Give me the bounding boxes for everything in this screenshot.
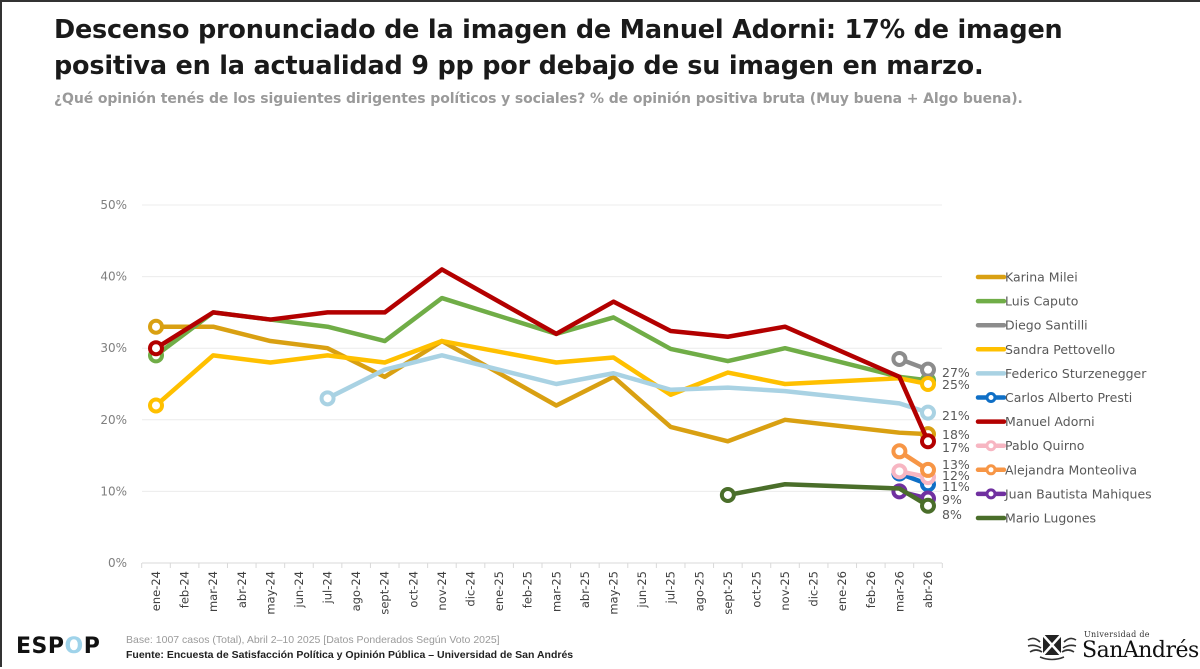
data-point-marker — [922, 407, 934, 419]
x-tick-label: abr-25 — [578, 571, 592, 608]
x-tick-label: feb-24 — [178, 571, 192, 608]
x-tick-label: ene-24 — [149, 571, 163, 611]
legend-label: Pablo Quirno — [1005, 438, 1084, 453]
end-value-label: 17% — [942, 440, 970, 455]
series-lines — [150, 269, 934, 511]
x-tick-label: oct-24 — [406, 571, 420, 608]
data-point-marker — [922, 500, 934, 512]
x-tick-label: may-25 — [606, 571, 620, 615]
legend-item: Luis Caputo — [978, 294, 1078, 309]
legend-marker — [987, 490, 995, 498]
end-labels: 18%27%25%21%11%17%12%13%9%8% — [942, 365, 970, 522]
legend-label: Sandra Pettovello — [1005, 342, 1115, 357]
footer-base-note: Base: 1007 casos (Total), Abril 2–10 202… — [126, 634, 500, 646]
data-point-marker — [922, 435, 934, 447]
university-logo: Universidad de SanAndrés — [1026, 630, 1196, 666]
x-tick-label: feb-25 — [521, 571, 535, 608]
logo-text-o: O — [65, 634, 84, 659]
data-point-marker — [150, 399, 162, 411]
y-tick-label: 30% — [100, 341, 127, 355]
x-tick-label: sept-24 — [378, 571, 392, 615]
end-value-label: 13% — [942, 457, 970, 472]
logo-text-right: P — [84, 634, 101, 659]
y-tick-label: 10% — [100, 484, 127, 498]
series-diego-santilli — [893, 353, 934, 376]
x-tick-label: abr-26 — [921, 571, 935, 608]
x-tick-label: abr-24 — [235, 571, 249, 608]
x-tick-label: ago-24 — [349, 571, 363, 611]
legend-item: Karina Milei — [978, 270, 1078, 285]
legend-label: Karina Milei — [1005, 270, 1078, 285]
x-tick-label: jul-25 — [664, 571, 678, 604]
legend-item: Alejandra Monteoliva — [978, 462, 1137, 477]
footer-source: Fuente: Encuesta de Satisfacción Polític… — [126, 649, 573, 661]
legend-item: Mario Lugones — [978, 511, 1096, 526]
x-tick-label: jun-25 — [635, 571, 649, 609]
y-tick-label: 40% — [100, 270, 127, 284]
x-tick-label: dic-25 — [807, 571, 821, 607]
espop-logo: ESPOP — [16, 634, 100, 659]
x-tick-label: mar-26 — [892, 571, 906, 612]
y-tick-label: 0% — [108, 556, 127, 570]
legend-marker — [987, 466, 995, 474]
legend-marker — [987, 394, 995, 402]
x-tick-label: feb-26 — [864, 571, 878, 608]
university-label-big: SanAndrés — [1082, 638, 1199, 663]
x-tick-label: oct-25 — [749, 571, 763, 608]
series-sandra-pettovello — [150, 341, 934, 412]
x-tick-label: nov-24 — [435, 571, 449, 611]
x-tick-label: jun-24 — [292, 571, 306, 609]
legend-label: Federico Sturzenegger — [1005, 366, 1147, 381]
legend-label: Luis Caputo — [1005, 294, 1078, 309]
legend-label: Manuel Adorni — [1005, 414, 1095, 429]
x-tick-label: mar-25 — [549, 571, 563, 612]
end-value-label: 9% — [942, 492, 962, 507]
data-point-marker — [922, 378, 934, 390]
y-tick-label: 20% — [100, 413, 127, 427]
legend: Karina Milei Luis Caputo Diego Santilli San… — [978, 270, 1152, 526]
legend-label: Carlos Alberto Presti — [1005, 390, 1132, 405]
data-point-marker — [893, 465, 905, 477]
x-tick-label: dic-24 — [464, 571, 478, 607]
data-point-marker — [893, 445, 905, 457]
x-tick-label: ago-25 — [692, 571, 706, 611]
end-value-label: 25% — [942, 377, 970, 392]
series-line — [328, 355, 928, 412]
legend-item: Sandra Pettovello — [978, 342, 1115, 357]
x-tick-label: ene-26 — [835, 571, 849, 611]
legend-item: Federico Sturzenegger — [978, 366, 1147, 381]
legend-label: Mario Lugones — [1005, 511, 1096, 526]
legend-label: Diego Santilli — [1005, 318, 1088, 333]
data-point-marker — [922, 464, 934, 476]
logo-text-left: ESP — [16, 634, 65, 659]
legend-item: Diego Santilli — [978, 318, 1088, 333]
legend-label: Juan Bautista Mahiques — [1004, 486, 1152, 501]
x-tick-label: jul-24 — [321, 571, 335, 604]
x-tick-label: ene-25 — [492, 571, 506, 611]
x-axis: ene-24 feb-24 mar-24 abr-24 may-24 jun-24 jul-… — [142, 563, 943, 615]
data-point-marker — [893, 353, 905, 365]
university-crest-icon — [1026, 634, 1078, 662]
legend-marker — [987, 442, 995, 450]
legend-item: Carlos Alberto Presti — [978, 390, 1132, 405]
y-tick-label: 50% — [100, 198, 127, 212]
data-point-marker — [150, 321, 162, 333]
x-tick-label: sept-25 — [721, 571, 735, 615]
end-value-label: 8% — [942, 507, 962, 522]
legend-item: Manuel Adorni — [978, 414, 1095, 429]
y-axis-tick-labels: 0% 10% 20% 30% 40% 50% — [100, 198, 127, 570]
data-point-marker — [322, 392, 334, 404]
end-value-label: 21% — [942, 408, 970, 423]
data-point-marker — [150, 342, 162, 354]
x-tick-label: may-24 — [263, 571, 277, 615]
data-point-marker — [722, 489, 734, 501]
data-point-marker — [922, 364, 934, 376]
x-tick-label: mar-24 — [206, 571, 220, 612]
legend-item: Pablo Quirno — [978, 438, 1084, 453]
legend-item: Juan Bautista Mahiques — [978, 486, 1152, 501]
x-tick-label: nov-25 — [778, 571, 792, 611]
legend-label: Alejandra Monteoliva — [1005, 462, 1137, 477]
